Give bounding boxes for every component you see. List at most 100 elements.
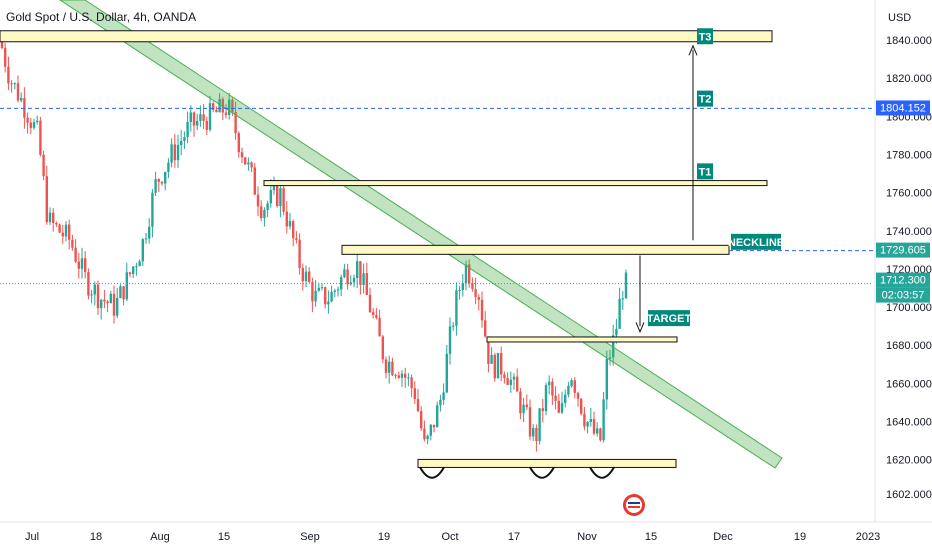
candle-body (445, 353, 448, 393)
candle-body (359, 261, 362, 285)
x-tick-label: Nov (577, 531, 597, 543)
candle-body (618, 298, 621, 329)
candle-body (324, 287, 327, 305)
candle-body (487, 336, 490, 364)
y-tick-label: 1740.000 (886, 226, 932, 238)
candle-body (231, 99, 234, 112)
candle-body (26, 117, 29, 123)
candle-body (208, 103, 212, 130)
zone-support[interactable] (417, 458, 677, 468)
annotation-label: T1 (699, 166, 712, 178)
candle-body (509, 379, 512, 385)
candle-body (378, 317, 381, 337)
x-tick-label: 17 (508, 531, 520, 543)
candle-body (106, 301, 109, 304)
candle-body (80, 258, 84, 269)
annotation-neckline[interactable] (731, 233, 781, 250)
zone-neckline[interactable] (341, 244, 730, 255)
candle-body (317, 287, 320, 291)
candle-body (164, 171, 167, 184)
bottom-marker (529, 466, 555, 479)
candle-body (4, 47, 7, 67)
candle-body (77, 261, 80, 269)
candle-body (148, 226, 151, 239)
annotation-t1[interactable] (697, 163, 713, 180)
candle-body (13, 83, 16, 85)
zone-t1[interactable] (263, 180, 768, 187)
candle-body (516, 376, 519, 392)
candle-body (205, 120, 208, 130)
candle-body (196, 120, 199, 126)
candle-body (480, 299, 484, 321)
candle-body (266, 203, 269, 210)
candle-body (90, 294, 93, 296)
candle-body (573, 380, 576, 393)
candle-body (170, 144, 173, 163)
x-tick-label: Dec (713, 531, 733, 543)
zone-t3[interactable] (0, 30, 773, 43)
candle-body (349, 282, 352, 285)
candle-body (442, 392, 445, 400)
down-arrowhead (635, 322, 645, 334)
candle-body (96, 284, 100, 309)
candle-body (87, 272, 90, 296)
candle-body (400, 373, 404, 378)
candle-body (484, 320, 487, 337)
candle-body (135, 266, 138, 268)
candle-body (570, 380, 573, 386)
candle-body (458, 290, 461, 292)
candle-body (381, 336, 384, 360)
candle-body (253, 167, 256, 195)
candle-body (100, 299, 103, 309)
candle-body (151, 192, 154, 227)
candle-body (247, 162, 250, 165)
y-tick-label: 1760.000 (886, 188, 932, 200)
candle-body (263, 209, 266, 219)
time-axis[interactable]: Jul 18 Aug 15 Sep 19 Oct 17 Nov 15 Dec 19 2023 (0, 521, 932, 543)
candlestick-series (0, 33, 628, 452)
candle-body (48, 212, 52, 223)
candle-body (580, 398, 583, 414)
candle-body (432, 424, 436, 428)
candle-body (58, 224, 61, 233)
candle-body (560, 403, 564, 413)
annotation-t3[interactable] (697, 28, 713, 45)
candle-body (212, 103, 215, 110)
y-tick-label: 1840.000 (886, 35, 932, 47)
candle-body (288, 221, 292, 227)
y-tick-label: 1640.000 (886, 416, 932, 428)
candle-body (295, 238, 298, 240)
candle-body (157, 179, 160, 182)
zone-target[interactable] (486, 336, 678, 343)
y-tick-label: 1780.000 (886, 149, 932, 161)
candle-body (352, 277, 356, 283)
candle-body (615, 328, 618, 336)
candle-body (167, 162, 170, 172)
candle-body (535, 428, 538, 442)
candle-body (199, 114, 202, 121)
y-tick-label: 1602.000 (886, 489, 932, 501)
candle-body (189, 112, 192, 123)
price-axis[interactable]: 1840.0001820.0001800.0001780.0001760.000… (874, 0, 932, 522)
candle-body (160, 181, 164, 184)
candle-body (532, 428, 535, 437)
x-tick-label: 19 (794, 531, 806, 543)
candle-body (39, 120, 42, 155)
candle-body (244, 157, 247, 165)
tv-logo[interactable] (623, 494, 645, 516)
candle-body (413, 388, 416, 400)
candle-body (10, 83, 13, 85)
candle-body (564, 394, 567, 404)
currency-label: USD (888, 12, 911, 24)
candle-body (426, 435, 429, 440)
annotation-t2[interactable] (697, 90, 713, 107)
annotation-target[interactable] (648, 310, 690, 327)
chart-title: Gold Spot / U.S. Dollar, 4h, OANDA (6, 10, 196, 24)
candle-body (548, 381, 551, 386)
price-tag-label: 1804.152 (880, 102, 926, 114)
candle-body (605, 358, 608, 400)
price-tag (876, 100, 930, 116)
candle-body (132, 266, 135, 274)
candle-body (292, 221, 295, 239)
